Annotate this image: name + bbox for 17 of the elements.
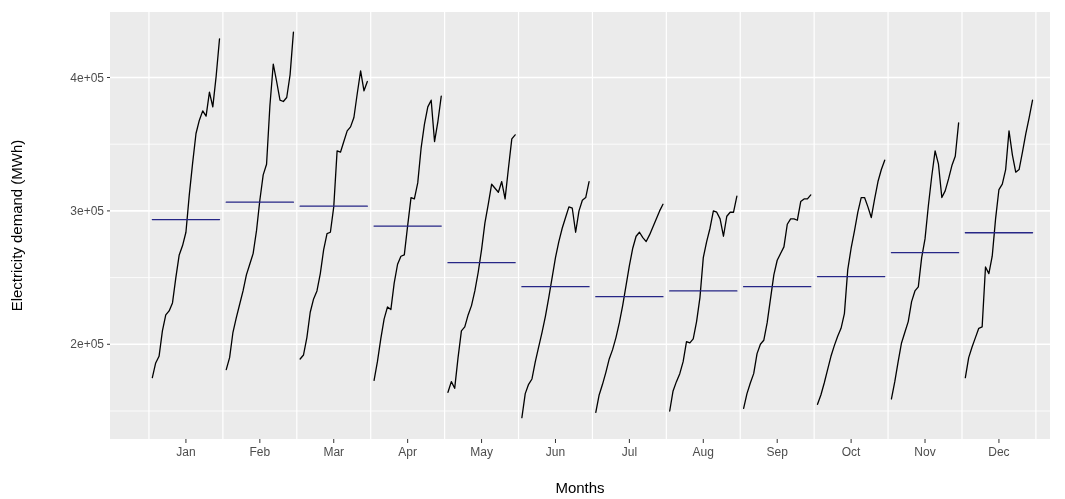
y-tick-label: 3e+05: [70, 204, 105, 219]
x-tick-label: Jun: [545, 445, 566, 459]
x-tick-label: Mar: [323, 445, 345, 459]
y-tick-label: 4e+05: [70, 70, 105, 85]
x-tick-label: Nov: [914, 445, 936, 459]
x-axis-title: Months: [555, 479, 605, 496]
y-tick-label: 2e+05: [70, 337, 105, 352]
x-tick-label: Feb: [249, 445, 271, 459]
x-tick-label: May: [470, 445, 493, 459]
x-tick-label: Jul: [621, 445, 638, 459]
y-axis-title: Electricity demand (MWh): [8, 139, 25, 312]
x-tick-label: Dec: [988, 445, 1010, 459]
x-tick-label: Aug: [692, 445, 714, 459]
x-tick-label: Oct: [841, 445, 862, 459]
x-tick-label: Sep: [766, 445, 789, 459]
x-tick-label: Jan: [176, 445, 196, 459]
x-tick-label: Apr: [398, 445, 417, 459]
